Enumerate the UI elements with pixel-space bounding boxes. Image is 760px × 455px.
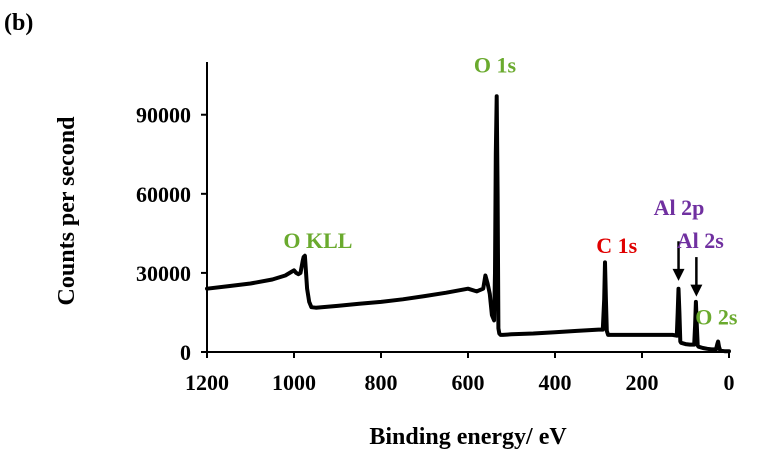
arrow-head <box>672 268 685 281</box>
y-tick-label: 30000 <box>136 261 191 286</box>
peak-label: O KLL <box>283 228 352 253</box>
axes <box>206 62 729 353</box>
x-tick-label: 1200 <box>185 370 229 395</box>
x-tick-label: 800 <box>365 370 398 395</box>
x-ticks: 1200 1000 800 600 400 200 0 <box>185 352 735 395</box>
y-tick-label: 60000 <box>136 182 191 207</box>
x-tick-label: 0 <box>724 370 735 395</box>
peak-label: O 2s <box>695 304 738 329</box>
panel-label: (b) <box>4 10 34 36</box>
peak-label: C 1s <box>596 233 637 258</box>
arrow-head <box>690 284 703 297</box>
y-ticks: 0 30000 60000 90000 <box>136 103 207 365</box>
x-tick-label: 600 <box>452 370 485 395</box>
series-group <box>205 94 731 354</box>
x-axis-title: Binding energy/ eV <box>369 424 567 450</box>
spectrum-line <box>205 94 731 354</box>
peak-label: Al 2s <box>677 228 725 253</box>
annotation-group: O 1s O KLL C 1s Al 2p Al 2s O 2s <box>283 53 738 330</box>
peak-label: Al 2p <box>654 195 705 220</box>
arrows-group <box>672 241 703 297</box>
x-tick-label: 200 <box>626 370 659 395</box>
y-tick-label: 0 <box>180 340 191 365</box>
x-tick-label: 1000 <box>272 370 316 395</box>
x-tick-label: 400 <box>539 370 572 395</box>
y-axis-title: Counts per second <box>54 116 80 306</box>
peak-label: O 1s <box>474 53 517 78</box>
y-tick-label: 90000 <box>136 103 191 128</box>
